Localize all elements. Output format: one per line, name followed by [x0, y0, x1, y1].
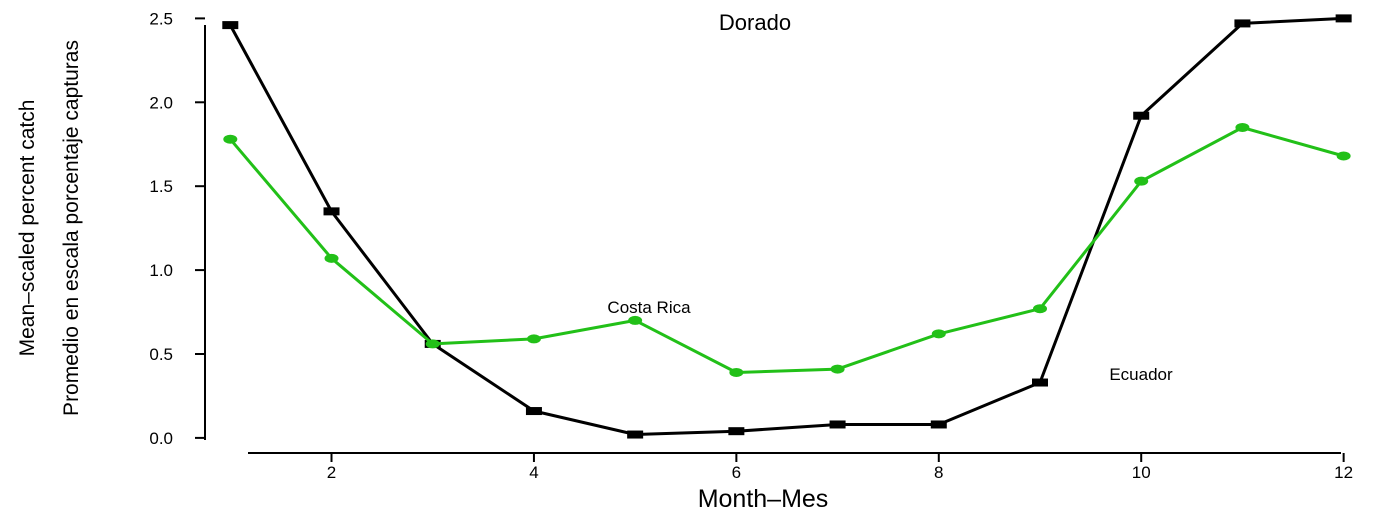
x-tick-label: 6	[732, 463, 741, 482]
x-tick-label: 8	[934, 463, 943, 482]
y-tick-label: 0.0	[149, 429, 173, 448]
data-point-costa-rica	[1134, 176, 1149, 186]
y-tick-label: 1.5	[149, 177, 173, 196]
data-point-costa-rica	[526, 334, 541, 344]
x-axis-label: Month–Mes	[698, 485, 829, 513]
chart-title: Dorado	[719, 10, 791, 35]
series-costa-rica	[223, 122, 1351, 377]
x-tick-label: 12	[1334, 463, 1353, 482]
x-tick-label: 4	[529, 463, 538, 482]
data-point-costa-rica	[931, 329, 946, 339]
axes	[204, 25, 1341, 454]
series-line-ecuador	[228, 16, 1346, 436]
data-point-ecuador	[525, 407, 542, 416]
data-point-costa-rica	[830, 364, 845, 374]
data-point-ecuador	[829, 420, 846, 429]
data-point-ecuador	[1234, 19, 1251, 28]
x-tick-label: 2	[327, 463, 336, 482]
data-point-costa-rica	[324, 253, 339, 263]
y-tick-label: 2.0	[149, 93, 173, 112]
data-point-ecuador	[1032, 378, 1048, 387]
data-point-ecuador	[222, 21, 239, 30]
series-label-ecuador: Ecuador	[1109, 365, 1173, 384]
data-point-ecuador	[930, 420, 947, 429]
y-tick-label: 2.5	[149, 9, 173, 28]
x-ticks: 2 4 6 8 10 12	[327, 453, 1353, 482]
data-point-costa-rica	[1336, 151, 1351, 161]
data-point-costa-rica	[1033, 304, 1047, 314]
data-point-ecuador	[728, 427, 745, 436]
data-point-costa-rica	[1235, 122, 1250, 132]
series-ecuador	[222, 14, 1352, 439]
data-point-ecuador	[1133, 111, 1150, 120]
series-label-costa-rica: Costa Rica	[607, 298, 691, 317]
data-point-ecuador	[627, 430, 644, 439]
y-tick-label: 0.5	[149, 345, 173, 364]
series-layer	[222, 14, 1352, 439]
data-point-costa-rica	[628, 315, 643, 325]
data-point-costa-rica	[223, 134, 238, 144]
y-ticks: 0.0 0.5 1.0 1.5 2.0 2.5	[149, 9, 205, 448]
x-tick-label: 10	[1132, 463, 1151, 482]
y-axis-label-line-2: Promedio en escala porcentaje capturas	[60, 40, 83, 416]
series-line-costa-rica	[228, 126, 1346, 374]
data-point-costa-rica	[425, 339, 440, 349]
data-point-ecuador	[323, 207, 340, 216]
data-point-costa-rica	[729, 367, 744, 377]
y-axis-label-line-1: Mean–scaled percent catch	[16, 100, 39, 357]
data-point-ecuador	[1335, 14, 1352, 23]
y-tick-label: 1.0	[149, 261, 173, 280]
